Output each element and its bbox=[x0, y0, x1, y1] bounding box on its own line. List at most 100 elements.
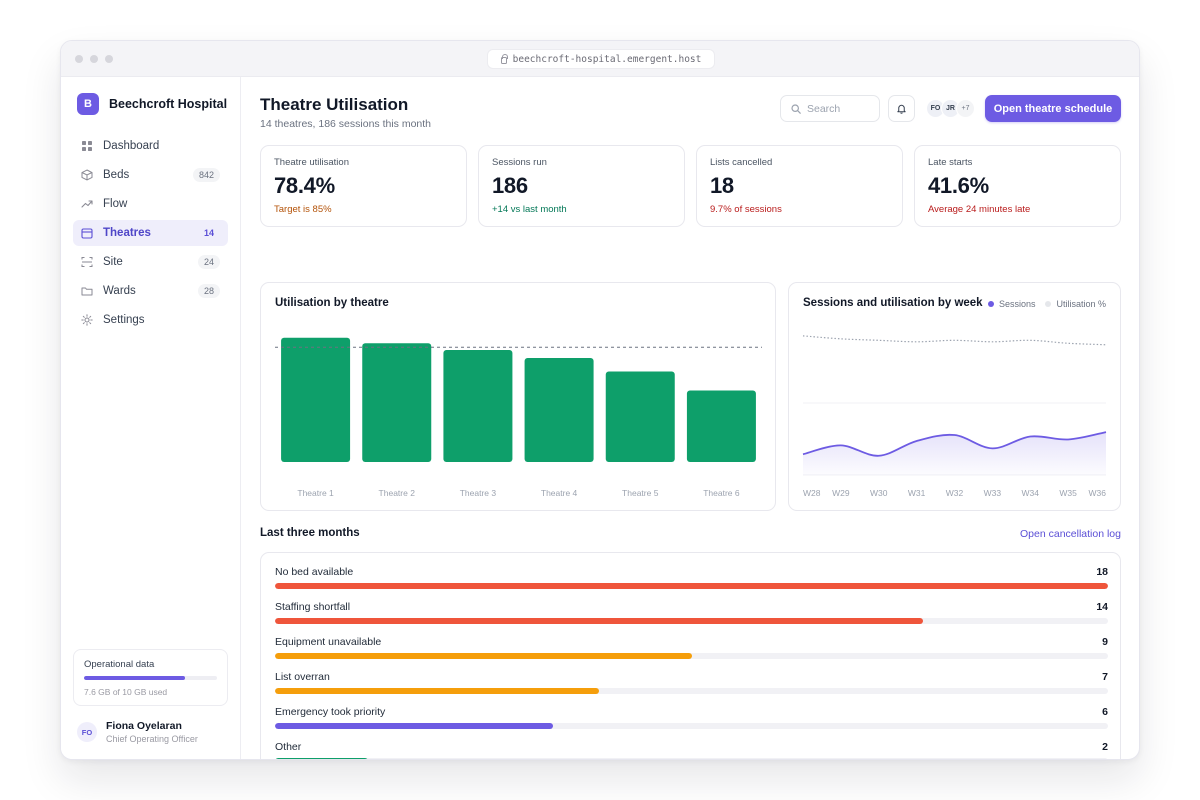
bar[interactable] bbox=[362, 343, 432, 462]
avatar: FO bbox=[77, 722, 97, 742]
kpi-card: Theatre utilisation 78.4% Target is 85% bbox=[260, 145, 467, 227]
storage-bar-fill bbox=[84, 676, 186, 680]
sidebar: B Beechcroft Hospital Dashboard Beds 842 Fl… bbox=[61, 77, 241, 759]
sessions-by-week-card: Sessions and utilisation by week Session… bbox=[788, 282, 1121, 511]
sidebar-item-theatres[interactable]: Theatres 14 bbox=[73, 220, 228, 246]
reason-count: 6 bbox=[1102, 706, 1108, 718]
address-text: beechcroft-hospital.emergent.host bbox=[512, 53, 702, 65]
cancellation-reason-row[interactable]: Staffing shortfall 14 bbox=[275, 601, 1108, 631]
x-tick-label: W35 bbox=[1059, 488, 1077, 498]
search-input[interactable]: Search bbox=[780, 95, 880, 122]
kpi-card: Sessions run 186 +14 vs last month bbox=[478, 145, 685, 227]
kpi-note: Average 24 minutes late bbox=[928, 204, 1031, 215]
sidebar-item-count: 28 bbox=[197, 284, 220, 298]
cancellation-reason-row[interactable]: Emergency took priority 6 bbox=[275, 706, 1108, 736]
sessions-line[interactable] bbox=[802, 431, 1107, 457]
line-chart: W28 W29 W30 W31 W32 W33 W34 W35 W36 bbox=[802, 335, 1107, 498]
collaborator-avatars[interactable]: FO JR +7 bbox=[926, 99, 975, 118]
x-tick-label: Theatre 3 bbox=[460, 488, 497, 498]
sidebar-item-count: 842 bbox=[192, 168, 220, 182]
brand-logo: B bbox=[77, 93, 99, 115]
sidebar-item-count: 24 bbox=[197, 255, 220, 269]
utilisation-by-theatre-card: Utilisation by theatre Theatre 1 Theatre … bbox=[260, 282, 776, 511]
sidebar-item-wards[interactable]: Wards 28 bbox=[73, 278, 228, 304]
kpi-value: 41.6% bbox=[928, 173, 989, 198]
chart-legend: Sessions Utilisation % bbox=[987, 299, 1106, 309]
sidebar-item-label: Dashboard bbox=[103, 140, 160, 152]
chart-title: Utilisation by theatre bbox=[275, 297, 389, 309]
user-profile[interactable]: FO Fiona Oyelaran Chief Operating Office… bbox=[77, 720, 198, 744]
window-controls bbox=[75, 55, 113, 63]
chart-title: Sessions and utilisation by week bbox=[803, 297, 983, 309]
reason-bar bbox=[275, 618, 1108, 624]
sidebar-item-label: Site bbox=[103, 256, 123, 268]
brand[interactable]: B Beechcroft Hospital bbox=[77, 93, 227, 115]
sidebar-item-settings[interactable]: Settings bbox=[73, 307, 228, 333]
sun-icon bbox=[81, 314, 93, 326]
reason-bar bbox=[275, 653, 1108, 659]
cancellation-reason-row[interactable]: List overran 7 bbox=[275, 671, 1108, 701]
cancellation-reason-row[interactable]: Equipment unavailable 9 bbox=[275, 636, 1108, 666]
reason-count: 14 bbox=[1096, 601, 1108, 613]
legend-label: Utilisation % bbox=[1056, 299, 1106, 309]
grid-icon bbox=[81, 140, 93, 152]
reason-bar bbox=[275, 583, 1108, 589]
kpi-card: Late starts 41.6% Average 24 minutes late bbox=[914, 145, 1121, 227]
kpi-label: Sessions run bbox=[492, 157, 547, 168]
brand-name: Beechcroft Hospital bbox=[109, 97, 228, 111]
bar[interactable] bbox=[605, 371, 675, 462]
sessions-area bbox=[803, 432, 1106, 475]
main-content: Theatre Utilisation 14 theatres, 186 ses… bbox=[242, 77, 1139, 759]
sidebar-item-dashboard[interactable]: Dashboard bbox=[73, 133, 228, 159]
sidebar-item-label: Flow bbox=[103, 198, 128, 210]
x-tick-label: W31 bbox=[908, 488, 926, 498]
legend-dot bbox=[1045, 301, 1052, 307]
bell-icon bbox=[897, 104, 906, 114]
maximize-dot[interactable] bbox=[105, 55, 113, 63]
section-title: Last three months bbox=[260, 527, 360, 539]
cancellation-reason-row[interactable]: Other 2 bbox=[275, 741, 1108, 759]
bar[interactable] bbox=[443, 349, 513, 462]
cancellation-reasons-card: No bed available 18 Staffing shortfall 14 Eq… bbox=[260, 552, 1121, 759]
scan-icon bbox=[81, 256, 93, 268]
page-subtitle: 14 theatres, 186 sessions this month bbox=[260, 118, 432, 130]
sidebar-item-label: Settings bbox=[103, 314, 145, 326]
sidebar-item-flow[interactable]: Flow bbox=[73, 191, 228, 217]
sidebar-item-beds[interactable]: Beds 842 bbox=[73, 162, 228, 188]
sidebar-nav: Dashboard Beds 842 Flow Theatres 14 Site 24 Ward… bbox=[73, 133, 228, 336]
open-theatre-schedule-button[interactable]: Open theatre schedule bbox=[985, 95, 1121, 122]
kpi-value: 186 bbox=[492, 173, 528, 198]
kpi-note: +14 vs last month bbox=[492, 204, 567, 215]
kpi-label: Late starts bbox=[928, 157, 973, 168]
address-bar[interactable]: beechcroft-hospital.emergent.host bbox=[487, 49, 715, 69]
legend-label: Sessions bbox=[998, 299, 1036, 309]
bar[interactable] bbox=[524, 358, 594, 462]
legend-item: Utilisation % bbox=[1045, 299, 1106, 309]
bar[interactable] bbox=[686, 390, 756, 462]
browser-titlebar: beechcroft-hospital.emergent.host bbox=[61, 41, 1139, 77]
sidebar-item-site[interactable]: Site 24 bbox=[73, 249, 228, 275]
search-placeholder: Search bbox=[807, 102, 841, 115]
lock-icon bbox=[500, 53, 508, 64]
notifications-button[interactable] bbox=[888, 95, 915, 122]
reason-label: No bed available bbox=[275, 566, 354, 578]
reason-bar bbox=[275, 688, 1108, 694]
open-cancellation-log-link[interactable]: Open cancellation log bbox=[1020, 528, 1121, 540]
utilisation-line[interactable] bbox=[802, 335, 1107, 346]
storage-text: 7.6 GB of 10 GB used bbox=[84, 687, 168, 697]
reason-label: Equipment unavailable bbox=[275, 636, 382, 648]
reason-count: 2 bbox=[1102, 741, 1108, 753]
more-avatars-count[interactable]: +7 bbox=[956, 99, 975, 118]
x-tick-label: Theatre 1 bbox=[297, 488, 334, 498]
legend-item: Sessions bbox=[987, 299, 1036, 309]
bar[interactable] bbox=[281, 337, 351, 462]
minimize-dot[interactable] bbox=[90, 55, 98, 63]
search-icon bbox=[791, 103, 801, 114]
sidebar-item-count: 14 bbox=[203, 228, 214, 238]
reason-label: List overran bbox=[275, 671, 330, 683]
x-tick-label: Theatre 4 bbox=[541, 488, 578, 498]
close-dot[interactable] bbox=[75, 55, 83, 63]
cancellation-reason-row[interactable]: No bed available 18 bbox=[275, 566, 1108, 596]
x-tick-label: W28 bbox=[803, 488, 821, 498]
reason-label: Staffing shortfall bbox=[275, 601, 351, 613]
